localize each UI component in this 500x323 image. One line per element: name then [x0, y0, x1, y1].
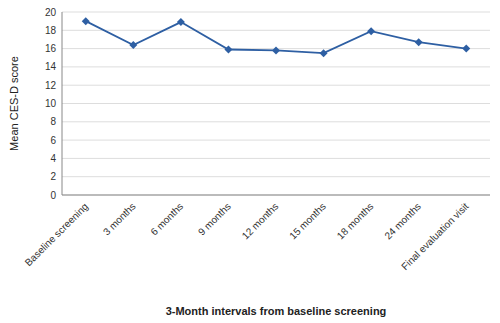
marker	[177, 18, 185, 26]
marker	[82, 17, 90, 25]
grid-line	[62, 66, 490, 67]
y-tick-label: 18	[45, 25, 57, 36]
marker	[367, 27, 375, 35]
grid-line	[62, 195, 490, 196]
x-tick-label: 15 months	[287, 201, 328, 242]
marker	[320, 49, 328, 57]
grid-line	[62, 12, 490, 13]
grid-line	[62, 30, 490, 31]
x-tick-label: Final evaluation visit	[399, 200, 471, 272]
x-tick-label: 18 months	[335, 201, 376, 242]
grid-line	[62, 103, 490, 104]
x-tick-label: 6 months	[148, 201, 185, 238]
grid-line	[62, 121, 490, 122]
series	[82, 17, 470, 57]
y-tick-label: 2	[50, 171, 56, 182]
x-axis-title: 3-Month intervals from baseline screenin…	[166, 305, 387, 317]
x-tick-label: 9 months	[196, 201, 233, 238]
marker	[129, 41, 137, 49]
y-tick-label: 12	[45, 80, 57, 91]
marker	[224, 46, 232, 54]
x-tick-label: 3 months	[101, 201, 138, 238]
grid-line	[62, 140, 490, 141]
y-tick-label: 14	[45, 61, 57, 72]
marker	[415, 38, 423, 46]
y-axis: 0 2 4 6 8 10 12 14 16 18 20	[45, 7, 490, 201]
y-tick-label: 0	[50, 190, 56, 201]
chart: 0 2 4 6 8 10 12 14 16 18 20 Baseline screening 3 mon…	[0, 0, 500, 323]
y-tick-label: 20	[45, 7, 57, 18]
x-tick-label: 24 months	[382, 201, 423, 242]
x-tick-label: Baseline screening	[23, 201, 91, 269]
x-axis: Baseline screening 3 months 6 months 9 mont…	[23, 200, 471, 272]
y-tick-label: 6	[50, 135, 56, 146]
y-tick-label: 16	[45, 43, 57, 54]
y-tick-label: 8	[50, 116, 56, 127]
marker	[462, 45, 470, 53]
grid-line	[62, 176, 490, 177]
y-axis-line	[62, 12, 63, 195]
x-tick-label: 12 months	[240, 201, 281, 242]
grid-line	[62, 158, 490, 159]
y-axis-title: Mean CES-D score	[8, 56, 20, 151]
marker	[272, 46, 280, 54]
y-tick-label: 4	[50, 153, 56, 164]
x-axis-line	[62, 195, 490, 196]
grid-line	[62, 85, 490, 86]
y-tick-label: 10	[45, 98, 57, 109]
